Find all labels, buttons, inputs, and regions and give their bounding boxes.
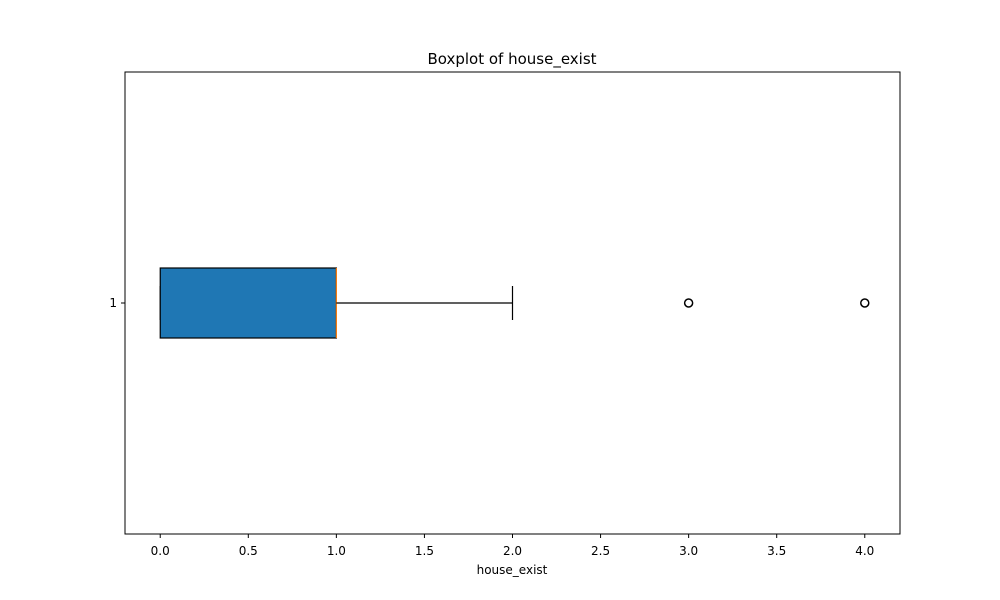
- x-tick-label: 2.0: [503, 544, 522, 558]
- box-iqr: [159, 267, 337, 339]
- box-group: [159, 267, 870, 339]
- x-tick-label: 3.0: [679, 544, 698, 558]
- x-tick-label: 4.0: [855, 544, 874, 558]
- y-tick-label: 1: [109, 296, 117, 310]
- x-tick-label: 1.0: [327, 544, 346, 558]
- chart-title: Boxplot of house_exist: [427, 50, 596, 69]
- plot-area: [124, 71, 901, 535]
- y-axis-ticks: 1: [109, 296, 125, 310]
- x-tick-label: 0.5: [239, 544, 258, 558]
- outlier-point: [683, 298, 694, 308]
- x-tick-label: 0.0: [151, 544, 170, 558]
- outlier-point: [860, 298, 870, 308]
- x-tick-label: 1.5: [415, 544, 434, 558]
- x-axis-ticks: 0.0 0.5 1.0 1.5 2.0 2.5 3.0 3.5 4.0: [151, 534, 874, 558]
- x-tick-label: 2.5: [591, 544, 610, 558]
- x-axis-label: house_exist: [477, 563, 548, 577]
- x-tick-label: 3.5: [767, 544, 786, 558]
